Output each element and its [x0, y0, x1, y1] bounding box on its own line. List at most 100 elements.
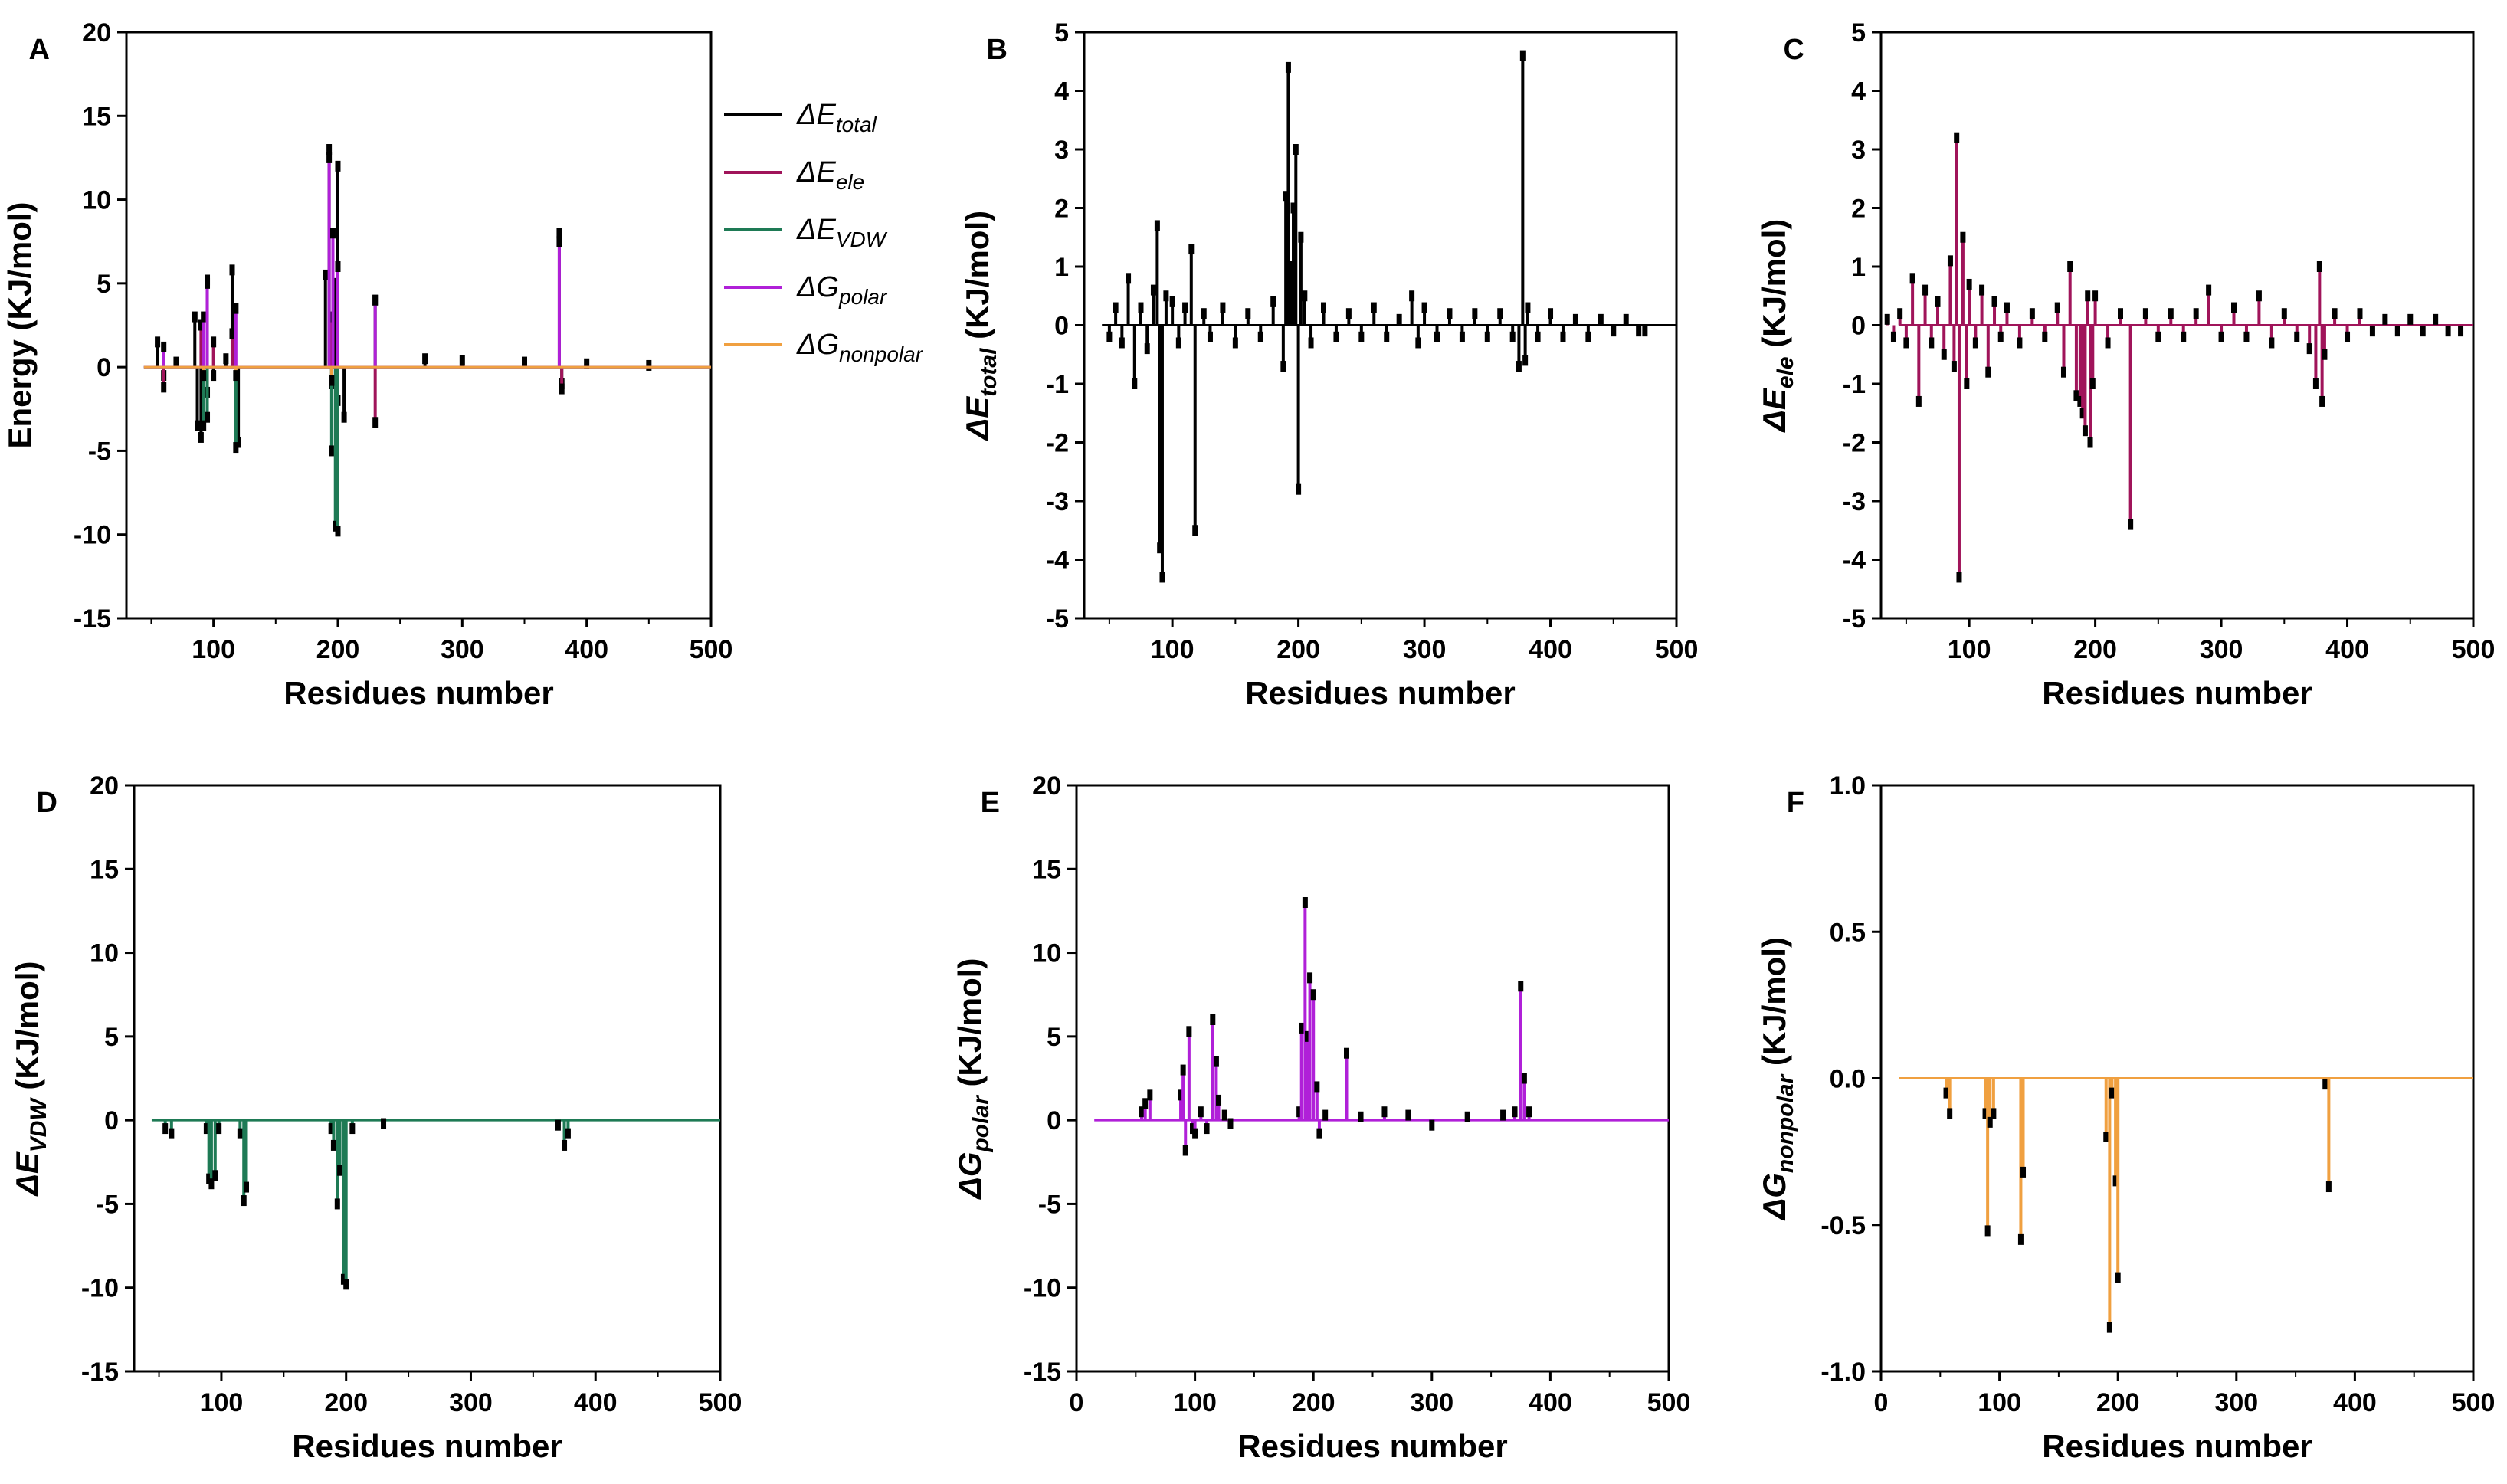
y-tick-label: 10 — [1032, 939, 1061, 968]
y-tick-label: 20 — [90, 771, 119, 801]
x-tick-label: 300 — [2200, 635, 2243, 664]
panel-letter: A — [29, 34, 50, 66]
x-tick-label: 200 — [1292, 1388, 1335, 1417]
panel-B: -5 -4 -3 -2 -1 0 1 2 3 4 5 100 200 300 400 500 Residues … — [959, 18, 1698, 711]
y-tick-label: -3 — [1843, 487, 1866, 516]
y-tick-label: 15 — [82, 102, 111, 131]
series-ΔE-total — [1102, 50, 1676, 583]
legend-entry: ΔGpolar — [796, 271, 888, 309]
y-tick-label: 2 — [1851, 195, 1866, 224]
y-tick-label: -10 — [74, 521, 111, 550]
legend-entry: ΔGnonpolar — [796, 329, 924, 366]
x-axis-label: Residues number — [1237, 1428, 1507, 1464]
y-tick-label: -10 — [1024, 1274, 1061, 1303]
y-axis-label: ΔGpolar (KJ/mol) — [952, 958, 994, 1201]
y-axis-label-units: (KJ/mol) — [1756, 219, 1792, 357]
y-tick-label: 3 — [1851, 136, 1866, 165]
y-tick-label: 0 — [104, 1106, 119, 1135]
y-tick-label: 0 — [1054, 312, 1069, 341]
plot-frame — [133, 784, 722, 1373]
x-axis-label: Residues number — [1245, 675, 1515, 711]
legend-subscript: ele — [836, 170, 864, 194]
y-tick-label: 5 — [104, 1023, 119, 1052]
y-tick-label: 5 — [1054, 18, 1069, 48]
legend-entry: ΔEele — [796, 156, 864, 194]
y-tick-label: 15 — [1032, 855, 1061, 884]
series-ΔG-polar — [143, 152, 711, 369]
series-ΔE-ele — [143, 311, 711, 428]
y-tick-label: 0.5 — [1830, 918, 1866, 947]
y-tick-label: -2 — [1843, 429, 1866, 458]
y-axis-label-symbol: ΔE — [1756, 387, 1792, 433]
y-tick-label: -1 — [1046, 370, 1069, 399]
y-axis-label: ΔEVDW (KJ/mol) — [9, 961, 51, 1197]
panel-letter: E — [981, 787, 1000, 819]
y-axis-label-subscript: total — [976, 348, 1001, 397]
plot-frame — [125, 31, 713, 620]
x-tick-label: 100 — [1151, 635, 1195, 664]
y-tick-label: -3 — [1046, 487, 1069, 516]
x-tick-label: 200 — [1276, 635, 1320, 664]
y-axis-label: ΔEtotal (KJ/mol) — [959, 211, 1001, 441]
x-axis-label: Residues number — [2042, 675, 2312, 711]
y-tick-label: -15 — [1024, 1358, 1061, 1387]
x-tick-label: 400 — [574, 1388, 618, 1417]
x-tick-label: 500 — [699, 1388, 742, 1417]
y-axis-label-symbol: ΔG — [952, 1152, 988, 1201]
y-tick-label: 20 — [82, 18, 111, 48]
y-tick-label: 0 — [97, 353, 111, 382]
y-axis-label-subscript: polar — [968, 1094, 994, 1153]
legend-subscript: total — [836, 113, 877, 136]
y-tick-label: 5 — [1047, 1023, 1061, 1052]
y-tick-label: 0.0 — [1830, 1065, 1866, 1094]
legend-entry: ΔEtotal — [796, 99, 877, 136]
x-tick-label: 200 — [2073, 635, 2117, 664]
x-axis-label: Residues number — [2042, 1428, 2312, 1464]
legend-entry: ΔEVDW — [796, 214, 888, 251]
x-tick-label: 200 — [316, 635, 360, 664]
x-tick-label: 300 — [1410, 1388, 1453, 1417]
y-axis-label-symbol: ΔE — [959, 395, 995, 441]
x-tick-label: 500 — [690, 635, 733, 664]
legend-symbol: ΔE — [796, 156, 836, 188]
x-tick-label: 400 — [2325, 635, 2369, 664]
x-tick-label: 300 — [441, 635, 484, 664]
y-tick-label: -2 — [1046, 429, 1069, 458]
y-tick-label: 0 — [1851, 312, 1866, 341]
y-axis-label-units: (KJ/mol) — [959, 211, 995, 349]
x-axis-label: Residues number — [292, 1428, 562, 1464]
panel-letter: F — [1787, 787, 1804, 819]
legend-symbol: ΔE — [796, 214, 836, 246]
series-ΔE-total — [143, 144, 711, 448]
x-tick-label: 100 — [200, 1388, 244, 1417]
legend-symbol: ΔG — [796, 271, 839, 303]
y-axis-label-units: (KJ/mol) — [952, 958, 988, 1096]
x-tick-label: 300 — [2214, 1388, 2258, 1417]
panel-F: -1.0 -0.5 0.0 0.5 1.0 0 100 200 300 400 500 Residue… — [1756, 771, 2495, 1464]
x-tick-label: 0 — [1874, 1388, 1889, 1417]
y-tick-label: 5 — [97, 270, 111, 299]
y-tick-label: -1.0 — [1820, 1358, 1866, 1387]
y-tick-label: 10 — [90, 939, 119, 968]
y-tick-label: 5 — [1851, 18, 1866, 48]
y-tick-label: 1 — [1851, 253, 1866, 282]
x-tick-label: 200 — [2096, 1388, 2140, 1417]
panel-D: -15 -10 -5 0 5 10 15 20 100 200 300 400 500 Residues … — [9, 771, 742, 1464]
legend-subscript: nonpolar — [839, 342, 924, 366]
x-tick-label: 100 — [1978, 1388, 2021, 1417]
y-tick-label: -4 — [1046, 546, 1069, 575]
y-tick-label: -5 — [1843, 604, 1866, 634]
series-ΔE-VDW — [143, 365, 711, 537]
x-tick-label: 100 — [192, 635, 235, 664]
y-axis-label-symbol: ΔE — [9, 1151, 45, 1197]
x-tick-label: 300 — [449, 1388, 493, 1417]
legend-subscript: polar — [838, 285, 888, 309]
panel-letter: C — [1784, 34, 1804, 66]
y-axis-label: ΔGnonpolar (KJ/mol) — [1756, 937, 1798, 1221]
x-tick-label: 100 — [1173, 1388, 1217, 1417]
x-tick-label: 500 — [2452, 1388, 2496, 1417]
x-tick-label: 400 — [1529, 1388, 1572, 1417]
y-tick-label: -10 — [81, 1274, 119, 1303]
x-tick-label: 400 — [565, 635, 608, 664]
